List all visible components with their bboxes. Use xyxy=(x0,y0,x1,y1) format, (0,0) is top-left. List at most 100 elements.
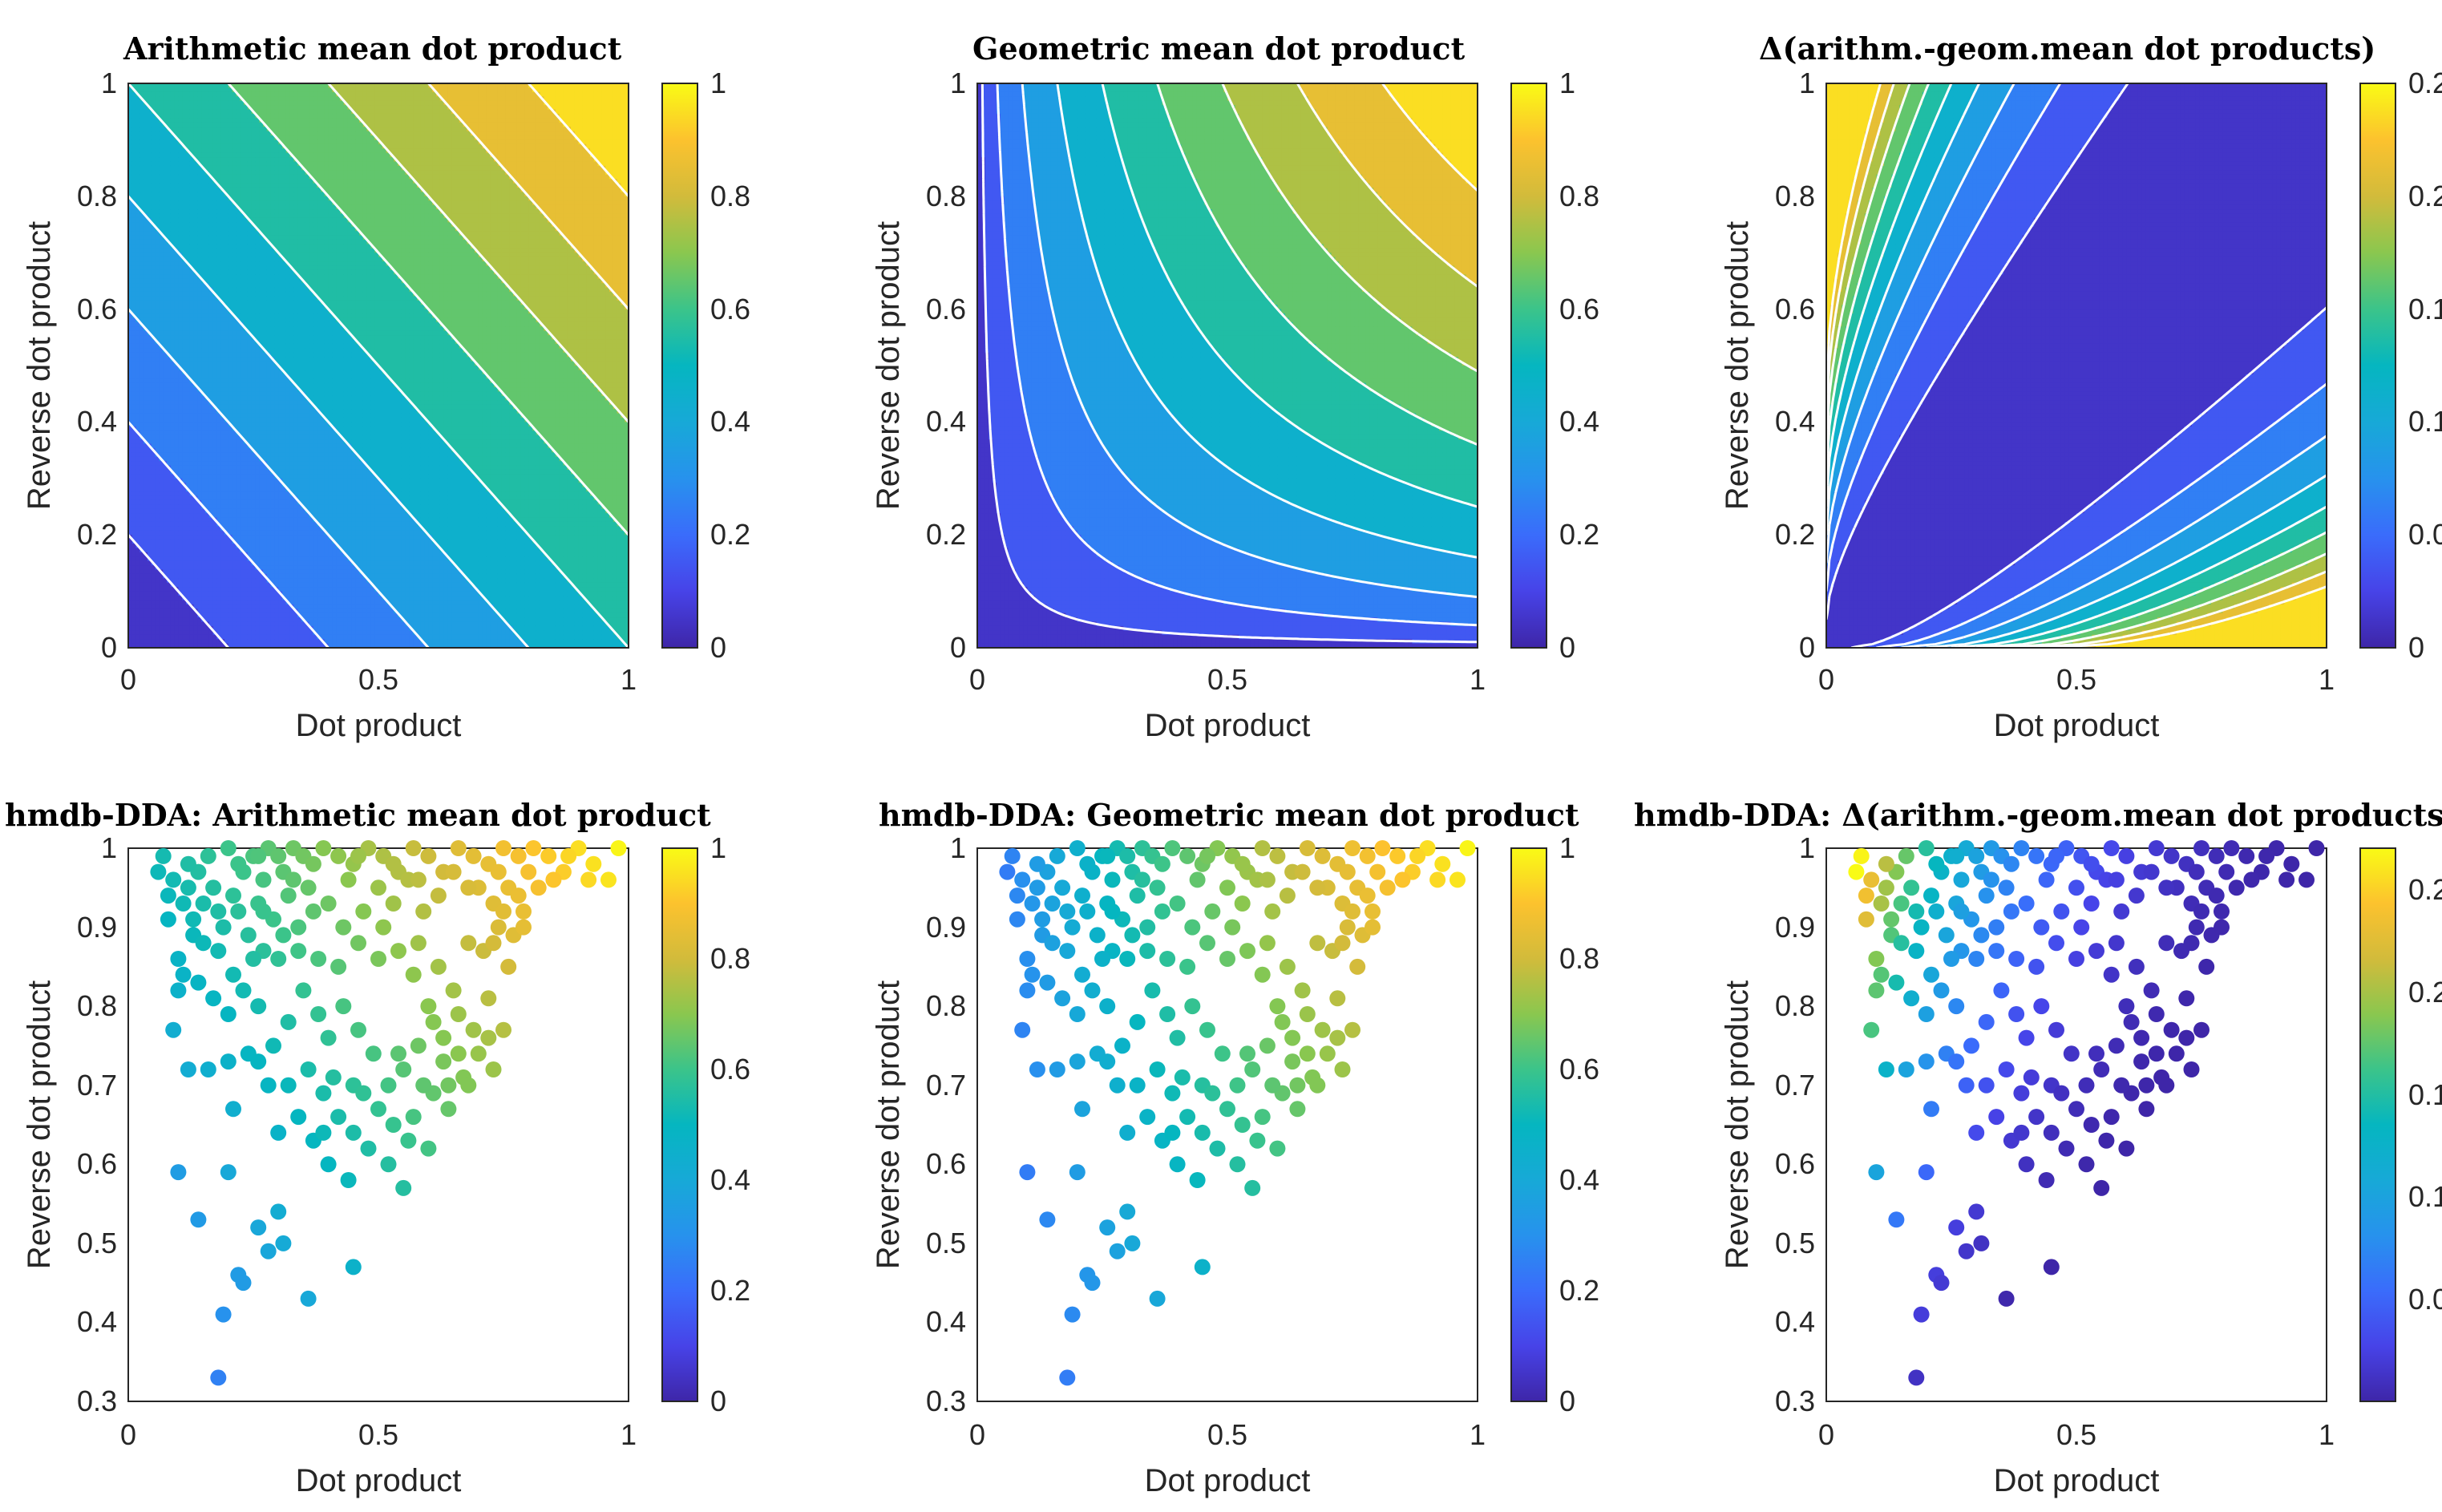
contour-band-cell xyxy=(247,213,253,219)
contour-band-cell xyxy=(255,321,260,327)
contour-band-cell xyxy=(148,352,152,358)
contour-band-cell xyxy=(224,634,229,640)
contour-band-cell xyxy=(193,235,199,241)
contour-band-cell xyxy=(263,257,268,262)
contour-band-cell xyxy=(193,122,199,127)
contour-band-cell xyxy=(178,617,183,623)
contour-band-cell xyxy=(197,118,202,123)
contour-band-cell xyxy=(151,231,156,237)
contour-band-cell xyxy=(263,165,268,172)
contour-band-cell xyxy=(244,483,249,488)
contour-band-cell xyxy=(263,335,268,341)
contour-band-cell xyxy=(236,335,241,341)
contour-band-cell xyxy=(131,370,137,375)
contour-band-cell xyxy=(201,235,206,241)
contour-band-cell xyxy=(263,456,268,462)
contour-band-cell xyxy=(216,87,221,93)
contour-band-cell xyxy=(182,495,187,501)
contour-band-cell xyxy=(151,313,156,319)
contour-band-cell xyxy=(193,625,199,632)
contour-band-cell xyxy=(151,639,156,645)
contour-band-cell xyxy=(131,578,137,584)
contour-band-cell xyxy=(247,148,253,154)
contour-band-cell xyxy=(263,144,268,149)
contour-band-cell xyxy=(174,591,180,596)
contour-band-cell xyxy=(182,409,187,414)
contour-band-cell xyxy=(263,447,268,454)
contour-band-cell xyxy=(163,144,168,149)
contour-band-cell xyxy=(197,452,202,458)
contour-band-cell xyxy=(170,96,176,102)
contour-band-cell xyxy=(193,305,199,310)
contour-band-cell xyxy=(131,127,137,132)
contour-band-cell xyxy=(220,513,225,519)
contour-band-cell xyxy=(259,400,264,406)
contour-band-cell xyxy=(135,491,141,497)
contour-band-cell xyxy=(247,391,253,397)
contour-band-cell xyxy=(182,417,187,423)
contour-band-cell xyxy=(189,105,195,111)
contour-band-cell xyxy=(174,96,180,102)
contour-band-cell xyxy=(263,422,268,427)
contour-band-cell xyxy=(128,96,133,102)
contour-band-cell xyxy=(178,495,183,501)
contour-band-cell xyxy=(259,204,264,210)
contour-band-cell xyxy=(228,478,233,483)
contour-band-cell xyxy=(170,287,176,293)
contour-band-cell xyxy=(135,617,141,623)
contour-band-cell xyxy=(205,504,210,510)
contour-band-cell xyxy=(197,122,202,127)
contour-band-cell xyxy=(270,122,276,127)
contour-band-cell xyxy=(228,100,233,106)
contour-band-cell xyxy=(232,239,237,245)
contour-band-cell xyxy=(193,504,199,510)
contour-band-cell xyxy=(148,370,152,375)
contour-band-cell xyxy=(144,517,148,523)
contour-band-cell xyxy=(128,248,133,253)
contour-band-cell xyxy=(201,587,206,592)
contour-band-cell xyxy=(255,287,260,293)
contour-band-cell xyxy=(148,417,152,423)
contour-band-cell xyxy=(259,370,264,375)
contour-band-cell xyxy=(205,274,210,280)
contour-band-cell xyxy=(135,521,141,528)
contour-band-cell xyxy=(224,339,229,345)
contour-band-cell xyxy=(163,269,168,275)
contour-band-cell xyxy=(270,161,276,167)
contour-band-cell xyxy=(193,409,199,414)
contour-band-cell xyxy=(178,387,183,393)
contour-band-cell xyxy=(255,517,260,523)
contour-band-cell xyxy=(139,608,144,614)
contour-band-cell xyxy=(135,552,141,557)
contour-band-cell xyxy=(224,226,229,232)
contour-band-cell xyxy=(193,244,199,249)
contour-band-cell xyxy=(139,269,144,275)
contour-band-cell xyxy=(135,139,141,145)
contour-band-cell xyxy=(259,105,264,111)
contour-band-cell xyxy=(174,487,180,492)
contour-band-cell xyxy=(216,248,221,253)
contour-band-cell xyxy=(216,391,221,397)
contour-band-cell xyxy=(270,361,276,366)
contour-band-cell xyxy=(182,213,187,219)
contour-band-cell xyxy=(224,573,229,580)
contour-band-cell xyxy=(139,161,144,167)
contour-band-cell xyxy=(270,157,276,163)
contour-band-cell xyxy=(244,305,249,310)
contour-band-cell xyxy=(139,339,144,345)
contour-band-cell xyxy=(224,105,229,111)
contour-band-cell xyxy=(189,257,195,262)
contour-band-cell xyxy=(193,283,199,289)
contour-band-cell xyxy=(139,499,144,505)
contour-band-cell xyxy=(205,573,210,580)
contour-band-cell xyxy=(170,278,176,284)
contour-band-cell xyxy=(220,404,225,410)
contour-band-cell xyxy=(201,417,206,423)
contour-band-cell xyxy=(240,591,245,596)
contour-band-cell xyxy=(128,582,133,588)
contour-band-cell xyxy=(270,587,276,592)
contour-band-cell xyxy=(167,157,172,163)
contour-band-cell xyxy=(236,170,241,176)
contour-band-cell xyxy=(155,491,160,497)
contour-band-cell xyxy=(236,591,241,596)
